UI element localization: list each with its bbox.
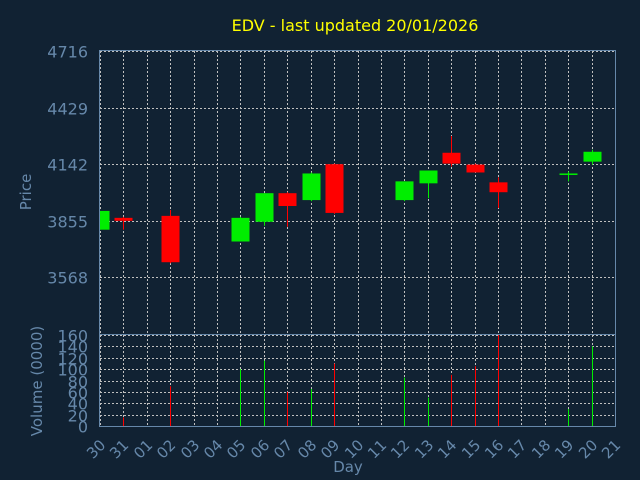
candlesticks [100, 135, 602, 264]
volume-tick-label: 40 [68, 395, 88, 414]
volume-tick-label: 60 [68, 384, 88, 403]
volume-tick-label: 20 [68, 407, 88, 426]
volume-tick-label: 0 [78, 418, 88, 437]
candle-body [278, 193, 297, 207]
price-tick-label: 3855 [47, 213, 88, 232]
x-axis-label: Day [333, 458, 363, 476]
volume-tick-label: 140 [57, 338, 88, 357]
volume-grid [100, 335, 616, 427]
volume-tick-label: 80 [68, 373, 88, 392]
candle-body [583, 151, 602, 162]
volume-tick-label: 160 [57, 327, 88, 346]
volume-panel-frame [99, 334, 616, 427]
price-tick-label: 4716 [47, 43, 88, 62]
x-tick-labels: 3031010203040506070809101112131415161718… [83, 436, 624, 462]
volume-bars [123, 335, 593, 426]
candle-body [302, 173, 321, 201]
candle-body [325, 164, 344, 213]
price-tick-labels: 3568 3855 4142 4429 4716 [47, 43, 88, 288]
candle-body [559, 173, 578, 175]
candle-body [114, 217, 133, 221]
candle-body [419, 170, 438, 184]
candle-body [100, 210, 110, 230]
candle-body [161, 215, 180, 263]
price-tick-label: 3568 [47, 269, 88, 288]
candle-body [231, 217, 250, 242]
candle-body [442, 152, 461, 164]
price-axis-label: Price [17, 174, 35, 211]
candle-body [466, 164, 485, 173]
volume-tick-label: 120 [57, 350, 88, 369]
volume-axis-label: Volume (0000) [28, 326, 46, 436]
price-tick-label: 4429 [47, 100, 88, 119]
chart-title: EDV - last updated 20/01/2026 [232, 16, 479, 35]
candle-body [395, 181, 414, 201]
candle-body [489, 182, 508, 193]
candle-body [255, 193, 274, 222]
volume-tick-label: 100 [57, 361, 88, 380]
price-tick-label: 4142 [47, 156, 88, 175]
